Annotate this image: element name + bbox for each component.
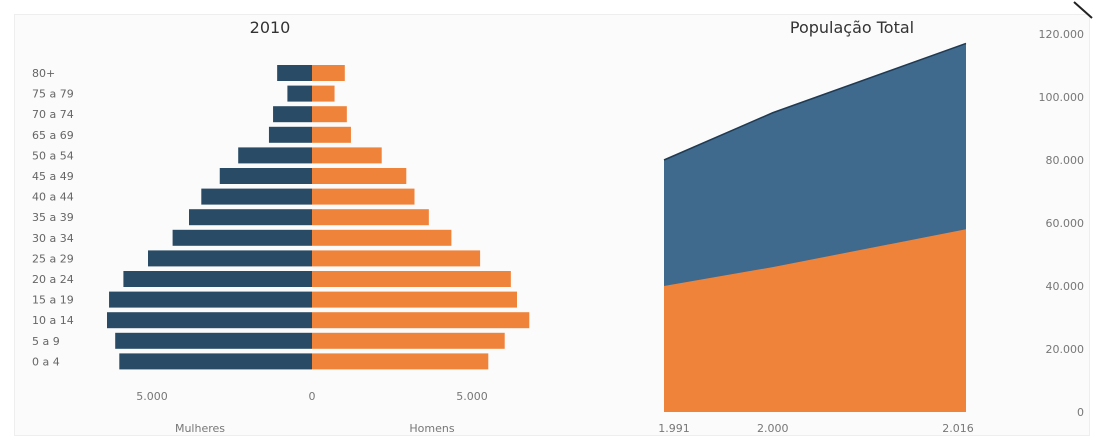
area-y-tick: 20.000 [1046, 343, 1085, 356]
male-bar [312, 209, 429, 226]
age-label: 30 a 34 [32, 232, 74, 245]
male-bar [312, 188, 415, 205]
age-label: 75 a 79 [32, 88, 74, 101]
pyramid-x-tick: 5.000 [456, 390, 488, 403]
male-bar [312, 250, 481, 267]
female-bar [115, 332, 312, 349]
lower-population-area [664, 229, 966, 412]
female-bar [148, 250, 312, 267]
pyramid-bars [107, 65, 530, 370]
age-label: 5 a 9 [32, 335, 60, 348]
area-y-tick: 100.000 [1039, 91, 1085, 104]
male-bar [312, 291, 517, 308]
area-y-tick: 0 [1077, 406, 1084, 419]
area-y-ticks: 0 20.000 40.000 60.000 80.000 100.000 120.000 [1039, 28, 1085, 419]
age-label: 10 a 14 [32, 314, 74, 327]
area-title: População Total [790, 18, 914, 37]
age-label: 45 a 49 [32, 170, 74, 183]
area-fills [663, 42, 967, 412]
male-bar [312, 271, 511, 287]
male-bar [312, 85, 335, 102]
male-bar [312, 106, 347, 123]
area-x-tick: 2.000 [757, 422, 789, 435]
male-bar [312, 147, 382, 164]
pyramid-chart: 2010 0 a 4 5 a 9 10 a 14 15 a 19 20 a 24 25 a… [32, 18, 530, 435]
expand-corner-icon[interactable] [1066, 0, 1096, 20]
age-label: 0 a 4 [32, 355, 60, 368]
male-bar [312, 229, 452, 246]
male-bar [312, 332, 505, 349]
female-bar [189, 209, 312, 226]
total-population-line [663, 42, 967, 161]
female-bar [273, 106, 312, 123]
female-bar [201, 188, 312, 205]
women-axis-label: Mulheres [175, 422, 225, 435]
age-labels: 0 a 4 5 a 9 10 a 14 15 a 19 20 a 24 25 a 29 30… [32, 67, 74, 368]
male-bar [312, 168, 407, 184]
pyramid-x-ticks: 5.000 0 5.000 [136, 390, 488, 403]
age-label: 80+ [32, 67, 55, 80]
female-bar [123, 271, 313, 287]
female-bar [219, 168, 312, 184]
pyramid-x-tick: 5.000 [136, 390, 168, 403]
male-bar [312, 312, 530, 329]
female-bar [109, 291, 312, 308]
area-y-tick: 40.000 [1046, 280, 1085, 293]
age-label: 35 a 39 [32, 211, 74, 224]
pyramid-x-tick: 0 [309, 390, 316, 403]
area-x-tick: 1.991 [658, 422, 690, 435]
area-y-tick: 60.000 [1046, 217, 1085, 230]
area-y-tick: 120.000 [1039, 28, 1085, 41]
age-label: 20 a 24 [32, 273, 74, 286]
pyramid-title: 2010 [250, 18, 291, 37]
female-bar [107, 312, 312, 329]
female-bar [119, 353, 312, 370]
age-label: 25 a 29 [32, 252, 74, 265]
age-label: 40 a 44 [32, 191, 74, 204]
male-bar [312, 126, 351, 143]
population-area-chart: População Total 1.991 2.000 2.016 0 20.000 4… [658, 18, 1084, 435]
female-bar [172, 229, 312, 246]
age-label: 70 a 74 [32, 108, 74, 121]
age-label: 50 a 54 [32, 149, 74, 162]
female-bar [238, 147, 312, 164]
male-bar [312, 353, 489, 370]
female-bar [277, 65, 312, 81]
area-x-tick: 2.016 [942, 422, 974, 435]
men-axis-label: Homens [409, 422, 454, 435]
female-bar [268, 126, 312, 143]
age-label: 15 a 19 [32, 294, 74, 307]
male-bar [312, 65, 345, 81]
area-x-ticks: 1.991 2.000 2.016 [658, 422, 974, 435]
age-label: 65 a 69 [32, 129, 74, 142]
female-bar [287, 85, 312, 102]
area-y-tick: 80.000 [1046, 154, 1085, 167]
